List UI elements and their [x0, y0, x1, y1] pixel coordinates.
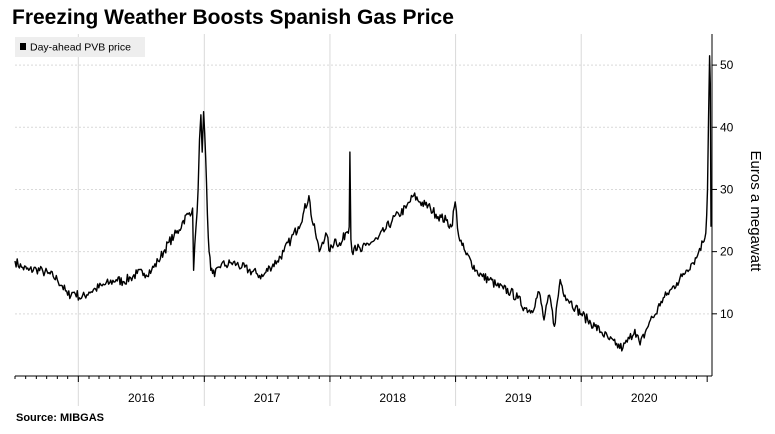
x-axis: 2016 2017 2018 2019 2020	[14, 375, 712, 405]
source-note: Source: MIBGAS	[16, 412, 105, 424]
legend-label: Day-ahead PVB price	[30, 42, 131, 54]
y-tick-label: 50	[720, 58, 734, 72]
grid-lines	[15, 34, 712, 406]
y-tick-label: 30	[720, 182, 734, 196]
y-tick-label: 40	[720, 120, 734, 134]
x-tick-label: 2017	[254, 391, 281, 405]
legend: Day-ahead PVB price	[15, 37, 145, 57]
x-tick-label: 2018	[379, 391, 406, 405]
y-axis: 10 20 30 40 50	[711, 34, 734, 376]
x-tick-label: 2019	[505, 391, 532, 405]
chart-title: Freezing Weather Boosts Spanish Gas Pric…	[12, 6, 454, 29]
x-tick-label: 2020	[631, 391, 658, 405]
y-tick-label: 10	[720, 307, 734, 321]
y-tick-label: 20	[720, 245, 734, 259]
plot-area	[15, 34, 712, 376]
series-line-day-ahead-pvb-price	[14, 55, 712, 352]
legend-box	[15, 37, 145, 57]
legend-swatch	[20, 43, 26, 50]
x-tick-label: 2016	[128, 391, 155, 405]
y-axis-label: Euros a megawatt	[747, 151, 764, 273]
